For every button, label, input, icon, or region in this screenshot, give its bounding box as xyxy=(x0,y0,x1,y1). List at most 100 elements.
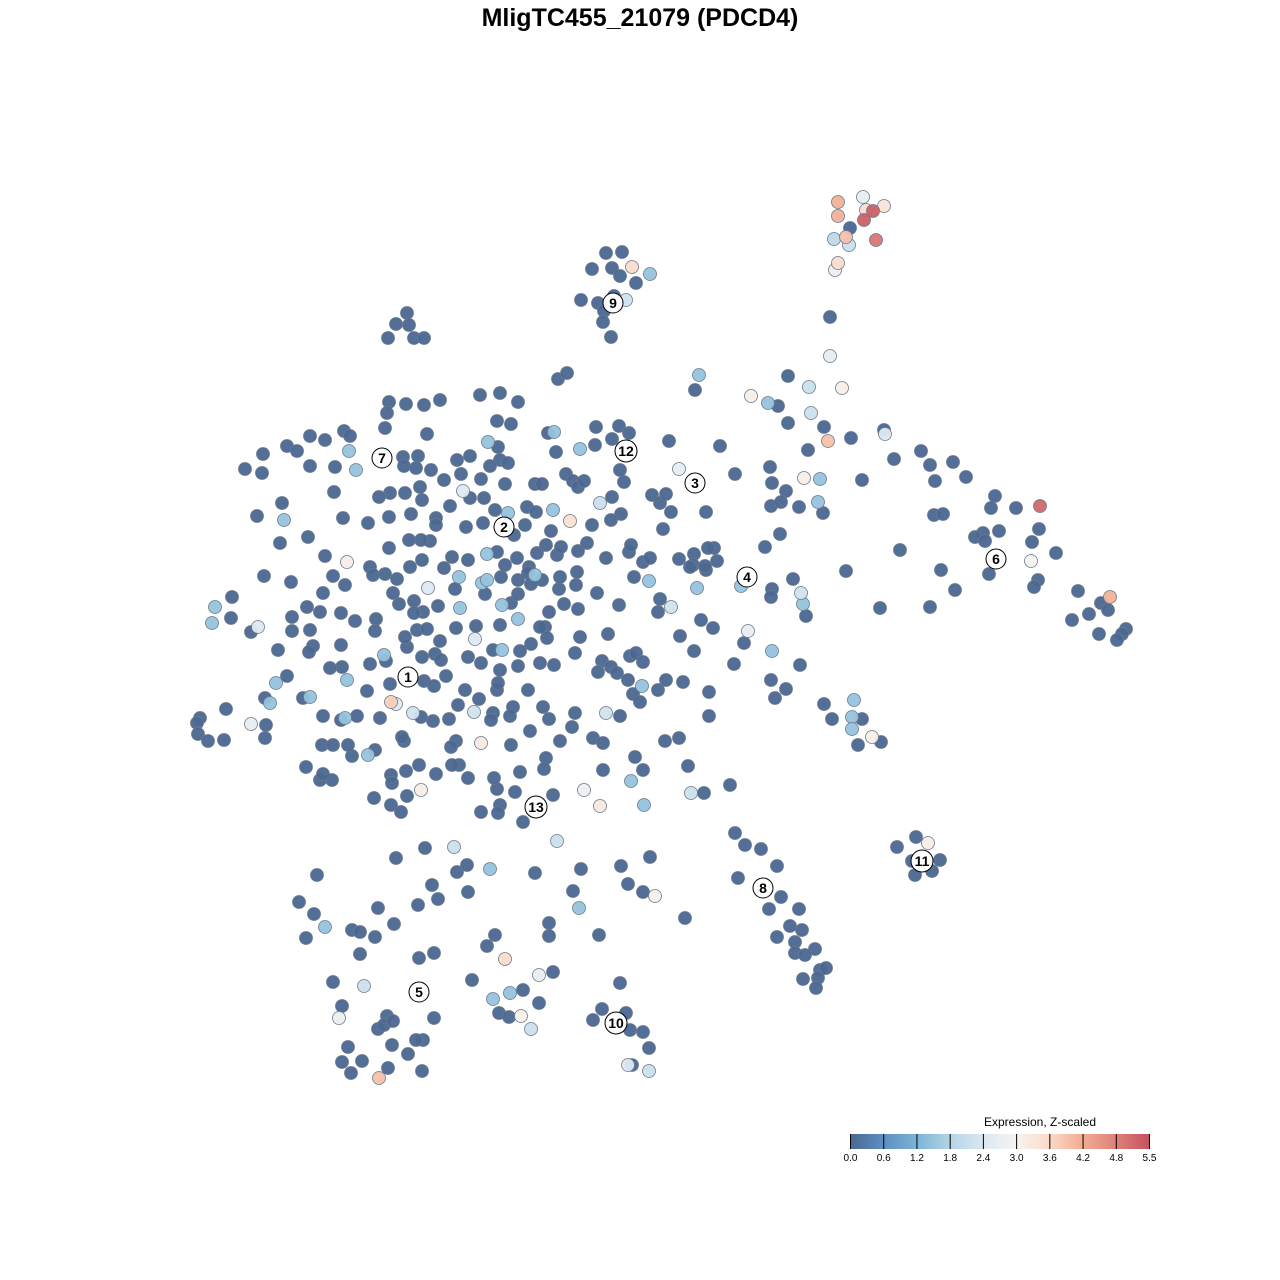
data-point xyxy=(395,730,409,744)
data-point xyxy=(340,555,354,569)
data-point xyxy=(678,911,692,925)
data-point xyxy=(651,683,665,697)
data-point xyxy=(1049,546,1063,560)
data-point xyxy=(402,533,416,547)
cluster-label-10: 10 xyxy=(604,1011,628,1035)
cluster-label-text: 5 xyxy=(415,984,423,1000)
cluster-label-11: 11 xyxy=(910,849,934,873)
data-point xyxy=(934,563,948,577)
data-point xyxy=(510,551,524,565)
data-point xyxy=(613,463,627,477)
data-point xyxy=(389,851,403,865)
data-point xyxy=(659,673,673,687)
data-point xyxy=(658,734,672,748)
data-point xyxy=(984,501,998,515)
data-point xyxy=(372,490,386,504)
data-point xyxy=(542,712,556,726)
data-point xyxy=(684,786,698,800)
data-point xyxy=(318,920,332,934)
data-point xyxy=(513,765,527,779)
data-point xyxy=(890,840,904,854)
data-point xyxy=(1082,607,1096,621)
data-point xyxy=(809,981,823,995)
data-point xyxy=(404,507,418,521)
chart-title: MligTC455_21079 (PDCD4) xyxy=(481,4,799,32)
data-point xyxy=(764,590,778,604)
data-point xyxy=(403,560,417,574)
cluster-label-circle xyxy=(752,877,774,899)
data-point xyxy=(569,578,583,592)
colorbar-tick-label: 0.6 xyxy=(876,1153,891,1164)
data-point xyxy=(554,540,568,554)
cluster-label-circle xyxy=(524,795,548,819)
data-point xyxy=(406,706,420,720)
data-point xyxy=(604,513,618,527)
data-point xyxy=(412,951,426,965)
data-point xyxy=(627,570,641,584)
data-point xyxy=(549,445,563,459)
data-point xyxy=(795,923,809,937)
data-point xyxy=(350,709,364,723)
cluster-label-circle xyxy=(493,516,515,538)
data-point xyxy=(427,679,441,693)
data-point xyxy=(681,759,695,773)
data-point xyxy=(599,246,613,260)
data-point xyxy=(491,806,505,820)
data-point xyxy=(699,505,713,519)
data-point xyxy=(817,697,831,711)
data-point xyxy=(477,491,491,505)
data-point xyxy=(263,696,277,710)
cluster-label-circle xyxy=(371,447,393,469)
data-point xyxy=(316,709,330,723)
data-point xyxy=(664,505,678,519)
data-point xyxy=(433,634,447,648)
data-point xyxy=(518,518,532,532)
data-point xyxy=(524,637,538,651)
data-point xyxy=(357,979,371,993)
data-point xyxy=(697,786,711,800)
data-point xyxy=(613,976,627,990)
data-point xyxy=(511,587,525,601)
data-point xyxy=(599,706,613,720)
data-point xyxy=(959,470,973,484)
data-point xyxy=(523,724,537,738)
data-point xyxy=(692,368,706,382)
data-point xyxy=(723,778,737,792)
data-point xyxy=(568,706,582,720)
data-point xyxy=(353,925,367,939)
data-point xyxy=(536,700,550,714)
data-point xyxy=(445,758,459,772)
data-point xyxy=(614,859,628,873)
data-point xyxy=(421,581,435,595)
data-point xyxy=(636,1025,650,1039)
data-point xyxy=(571,544,585,558)
data-point xyxy=(636,763,650,777)
cluster-label-text: 2 xyxy=(500,519,508,535)
data-point xyxy=(271,643,285,657)
data-point xyxy=(508,785,522,799)
cluster-label-4: 4 xyxy=(736,566,758,588)
data-point xyxy=(595,1002,609,1016)
data-point xyxy=(593,799,607,813)
cluster-label-5: 5 xyxy=(408,981,430,1003)
data-point xyxy=(1009,501,1023,515)
data-point xyxy=(546,965,560,979)
data-point xyxy=(622,426,636,440)
data-point xyxy=(341,738,355,752)
data-point xyxy=(946,455,960,469)
data-point xyxy=(909,830,923,844)
data-point xyxy=(727,657,741,671)
cluster-label-circle xyxy=(604,1011,628,1035)
data-point xyxy=(415,493,429,507)
cluster-label-text: 4 xyxy=(743,569,751,585)
data-point xyxy=(442,712,456,726)
data-point xyxy=(765,476,779,490)
data-point xyxy=(491,676,505,690)
data-point xyxy=(483,862,497,876)
data-point xyxy=(702,685,716,699)
data-point xyxy=(636,655,650,669)
data-point xyxy=(855,473,869,487)
data-point xyxy=(590,586,604,600)
data-point xyxy=(633,695,647,709)
data-point xyxy=(596,763,610,777)
